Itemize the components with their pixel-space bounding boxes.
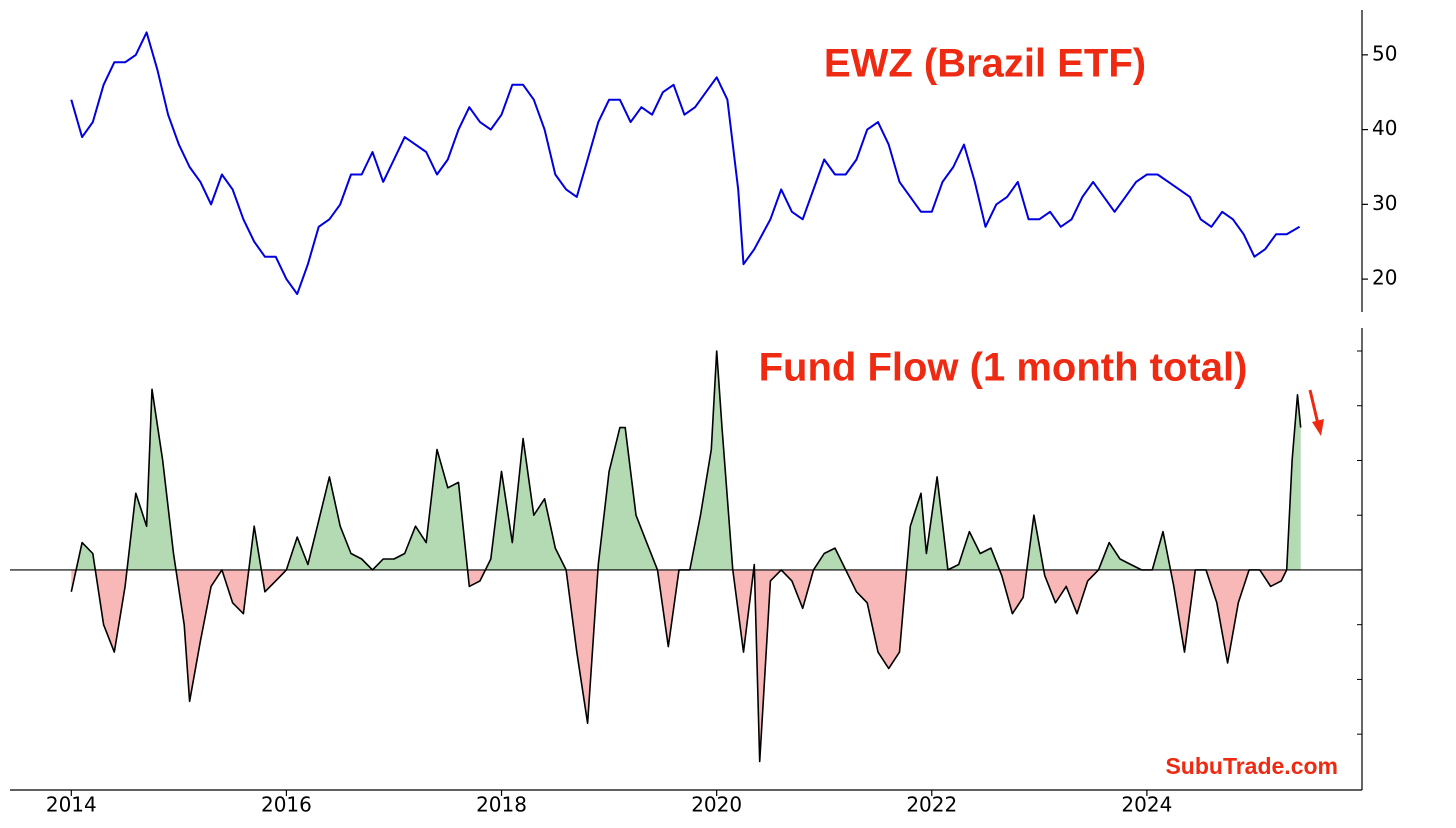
y-tick-label: 40 — [1372, 116, 1397, 140]
x-tick-label: 2022 — [906, 793, 957, 817]
arrow-shaft — [1308, 389, 1320, 425]
chart-title: EWZ (Brazil ETF) — [824, 42, 1146, 86]
watermark: SubuTrade.com — [1165, 753, 1338, 779]
x-tick-label: 2014 — [46, 793, 97, 817]
pos-area — [76, 351, 1301, 570]
y-tick-label: 20 — [1372, 266, 1397, 290]
chart-title: Fund Flow (1 month total) — [759, 346, 1248, 390]
y-tick-label: 50 — [1372, 41, 1397, 65]
x-tick-label: 2018 — [476, 793, 527, 817]
flow-line — [70, 350, 1302, 763]
arrow-head — [1312, 419, 1324, 436]
x-tick-label: 2020 — [691, 793, 742, 817]
price-line — [70, 31, 1301, 296]
x-tick-label: 2024 — [1121, 793, 1172, 817]
y-tick-label: 30 — [1372, 191, 1397, 215]
neg-area — [71, 569, 1301, 762]
x-tick-label: 2016 — [261, 793, 312, 817]
